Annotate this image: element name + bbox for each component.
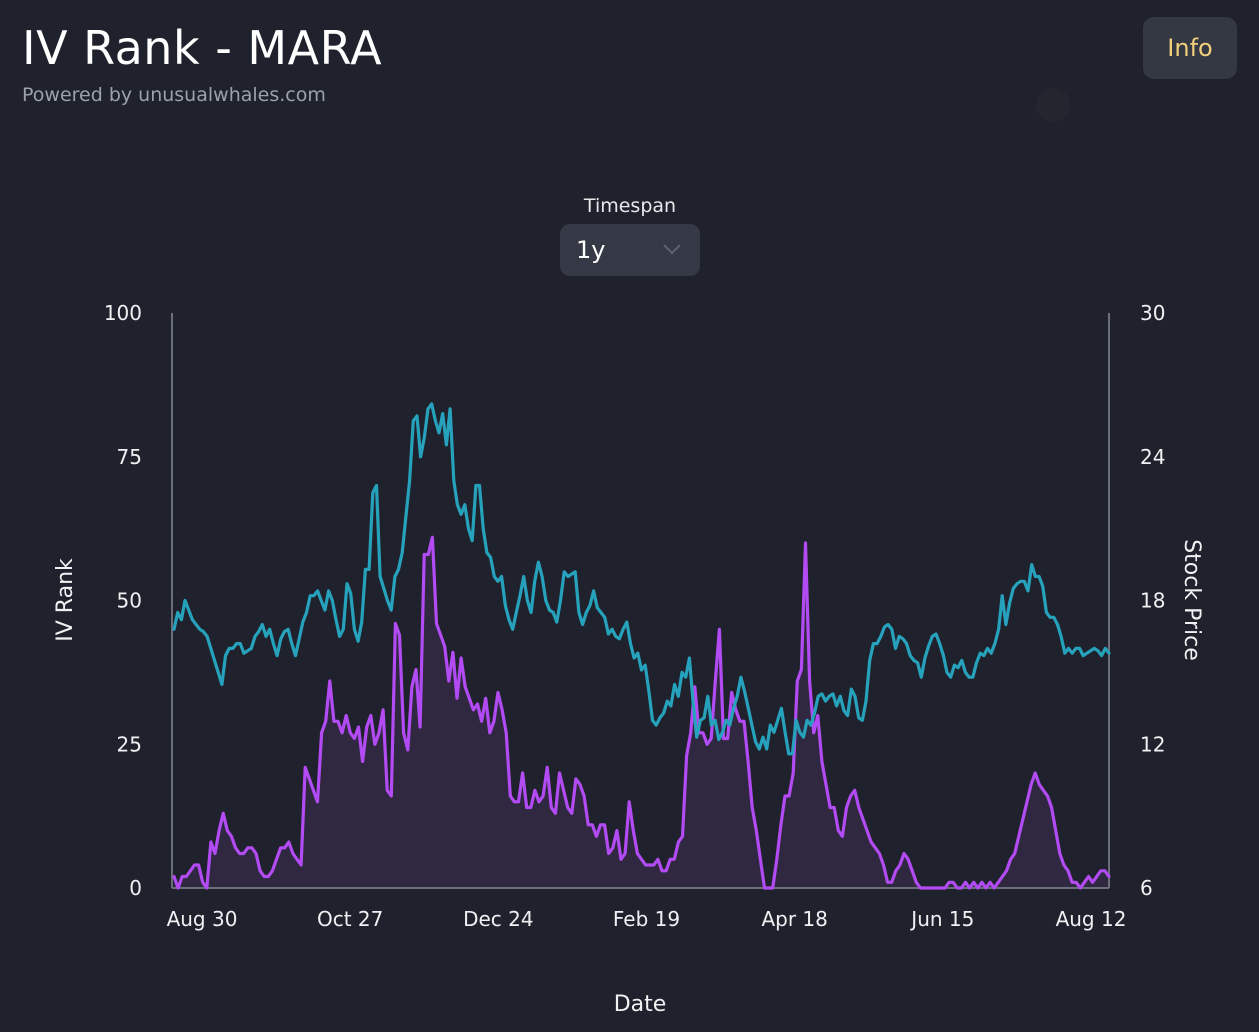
powered-by-text: Powered by unusualwhales.com: [22, 84, 326, 106]
x-tick-label: Jun 15: [909, 907, 974, 931]
iv-rank-line: [172, 535, 1111, 890]
y-axis-left-title: IV Rank: [53, 558, 78, 642]
y-left-tick-label: 75: [117, 445, 142, 469]
status-dot: [1036, 88, 1070, 122]
y-right-tick-label: 24: [1140, 445, 1165, 469]
x-axis-title: Date: [614, 992, 667, 1017]
y-right-tick-label: 6: [1140, 876, 1153, 900]
info-button[interactable]: Info: [1143, 17, 1237, 79]
x-tick-label: Apr 18: [761, 907, 827, 931]
chevron-down-icon: [663, 244, 681, 255]
stock-price-line: [172, 402, 1111, 756]
y-left-tick-label: 25: [117, 732, 142, 756]
x-tick-label: Feb 19: [613, 907, 680, 931]
timespan-dropdown[interactable]: 1y: [560, 224, 700, 276]
y-axis-right-title: Stock Price: [1179, 539, 1204, 661]
y-left-tick-label: 0: [129, 876, 142, 900]
x-tick-label: Dec 24: [463, 907, 534, 931]
timespan-selected-value: 1y: [576, 236, 606, 264]
x-tick-label: Aug 12: [1056, 907, 1127, 931]
y-right-tick-label: 12: [1140, 732, 1165, 756]
y-right-tick-label: 30: [1140, 301, 1165, 325]
y-left-tick-label: 50: [117, 589, 142, 613]
y-left-tick-label: 100: [104, 301, 142, 325]
page-title: IV Rank - MARA: [22, 21, 383, 75]
x-tick-label: Aug 30: [167, 907, 238, 931]
x-tick-label: Oct 27: [317, 907, 383, 931]
timespan-label: Timespan: [583, 195, 677, 217]
series-area-0: [174, 537, 1109, 888]
y-right-tick-label: 18: [1140, 589, 1165, 613]
